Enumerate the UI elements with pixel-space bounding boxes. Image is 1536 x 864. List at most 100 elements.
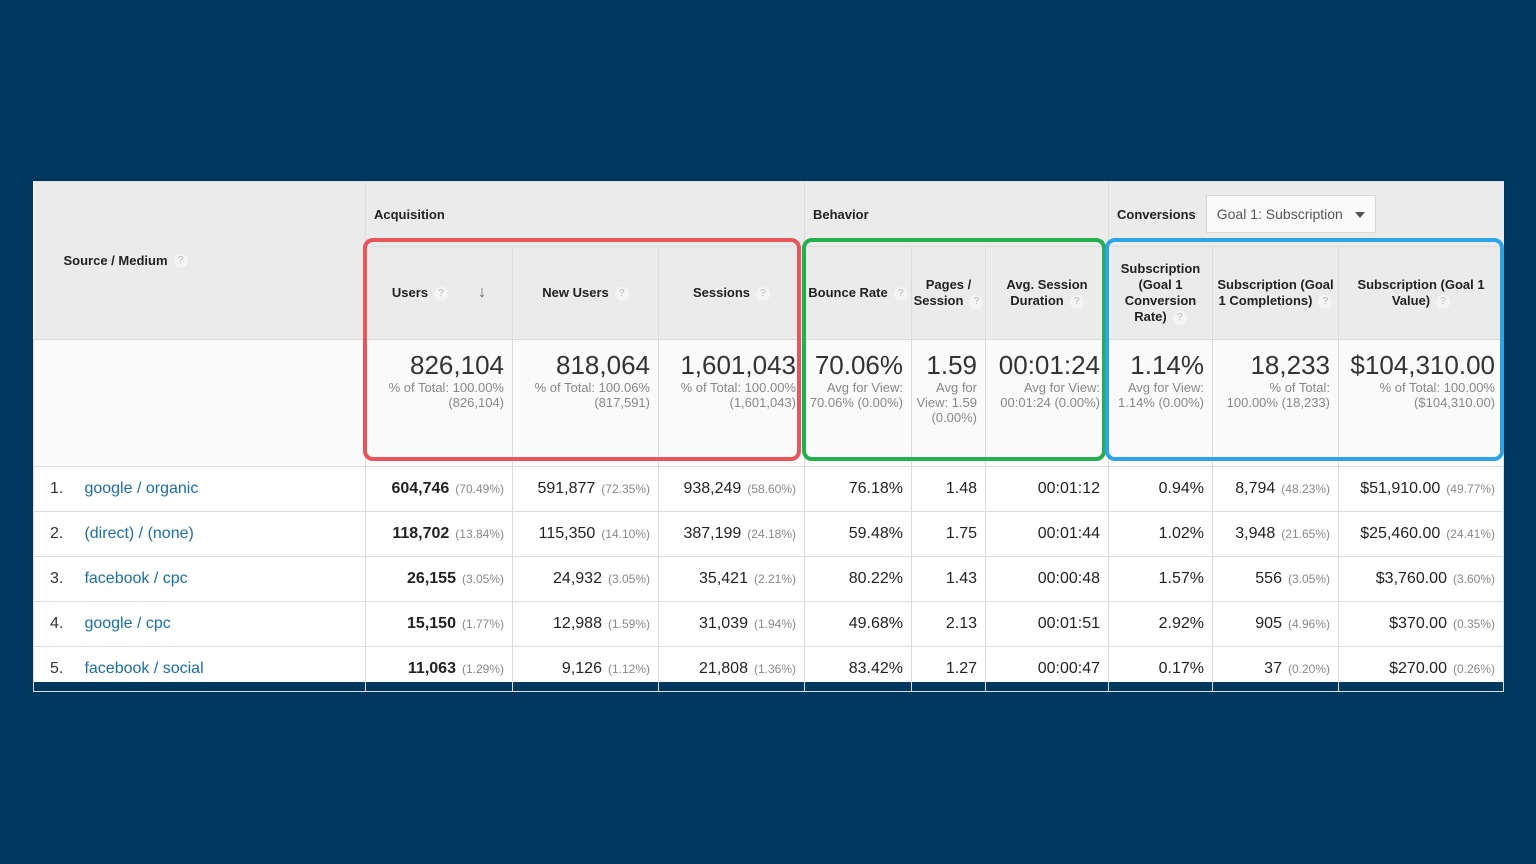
totals-label-cell: [33, 339, 366, 467]
column-header[interactable]: Pages / Session?: [911, 246, 986, 340]
help-icon[interactable]: ?: [1172, 310, 1187, 325]
total-value: 1.14%: [1130, 350, 1204, 380]
bounce-cell: 76.18%: [804, 466, 912, 512]
column-label: Pages / Session: [913, 277, 972, 308]
column-header[interactable]: Subscription (Goal 1 Completions)?: [1212, 246, 1339, 340]
table-row: 3. facebook / cpc 26,155 (3.05%) 24,932 (3.0…: [33, 556, 1504, 602]
bounce-value: 49.68%: [848, 615, 903, 632]
total-subtext: % of Total: 100.00% (18,233): [1226, 380, 1330, 410]
column-header[interactable]: Avg. Session Duration?: [985, 246, 1109, 340]
bounce-value: 76.18%: [848, 480, 903, 497]
sessions-value: 387,199: [683, 525, 742, 542]
goal-dropdown[interactable]: Goal 1: Subscription: [1205, 195, 1376, 233]
total-value: 1,601,043: [680, 350, 796, 380]
total-subtext: % of Total: 100.00% ($104,310.00): [1379, 380, 1495, 410]
value-value: $370.00: [1389, 615, 1447, 632]
help-icon[interactable]: ?: [756, 286, 771, 301]
compl-value: 37: [1264, 660, 1282, 677]
table-row: 1. google / organic 604,746 (70.49%) 591,87…: [33, 466, 1504, 512]
source-link[interactable]: facebook / cpc: [84, 570, 188, 587]
column-header[interactable]: Sessions?: [658, 246, 805, 340]
value-percent: (3.60%): [1452, 572, 1495, 586]
compl-value: 8,794: [1235, 480, 1276, 497]
pages-cell: 2.13: [911, 601, 986, 647]
column-header[interactable]: Bounce Rate?: [804, 246, 912, 340]
sessions-cell: 387,199 (24.18%): [658, 511, 805, 557]
source-link[interactable]: google / organic: [84, 480, 199, 497]
pages-value: 1.43: [945, 570, 977, 587]
bounce-value: 83.42%: [848, 660, 903, 677]
total-subtext: % of Total: 100.00% (826,104): [388, 380, 504, 410]
total-subtext: Avg for View: 70.06% (0.00%): [809, 380, 903, 410]
new_users-value: 115,350: [538, 525, 596, 542]
new_users-value: 24,932: [553, 570, 602, 587]
value-cell: $25,460.00 (24.41%): [1338, 511, 1504, 557]
new_users-cell: 115,350 (14.10%): [512, 511, 659, 557]
users-cell: 604,746 (70.49%): [365, 466, 513, 512]
users-cell: 118,702 (13.84%): [365, 511, 513, 557]
column-header[interactable]: New Users?: [512, 246, 659, 340]
help-icon[interactable]: ?: [434, 286, 449, 301]
total-value: 818,064: [556, 350, 650, 380]
duration-cell: 00:00:47: [985, 646, 1109, 692]
bounce-cell: 80.22%: [804, 556, 912, 602]
bounce-cell: 59.48%: [804, 511, 912, 557]
new_users-percent: (3.05%): [607, 572, 650, 586]
help-icon[interactable]: ?: [1318, 294, 1333, 309]
value-value: $51,910.00: [1360, 480, 1441, 497]
total-cell: 00:01:24 Avg for View: 00:01:24 (0.00%): [985, 339, 1109, 467]
table-row: 2. (direct) / (none) 118,702 (13.84%) 115,3…: [33, 511, 1504, 557]
source-medium-header[interactable]: Source / Medium?: [33, 181, 366, 340]
total-value: 826,104: [410, 350, 504, 380]
value-percent: (0.26%): [1452, 662, 1495, 676]
sessions-percent: (2.21%): [753, 572, 796, 586]
pages-cell: 1.27: [911, 646, 986, 692]
new_users-percent: (72.35%): [601, 482, 650, 496]
compl-cell: 556 (3.05%): [1212, 556, 1339, 602]
column-header[interactable]: Subscription (Goal 1 Conversion Rate)?: [1108, 246, 1213, 340]
compl-value: 556: [1255, 570, 1282, 587]
sessions-value: 21,808: [699, 660, 748, 677]
conv-value: 2.92%: [1158, 615, 1204, 632]
conv-cell: 0.17%: [1108, 646, 1213, 692]
column-header[interactable]: Subscription (Goal 1 Value)?: [1338, 246, 1504, 340]
pages-value: 1.75: [945, 525, 977, 542]
compl-cell: 3,948 (21.65%): [1212, 511, 1339, 557]
source-cell: 1. google / organic: [33, 466, 366, 512]
compl-percent: (0.20%): [1287, 662, 1330, 676]
pages-value: 1.48: [945, 480, 977, 497]
bounce-cell: 49.68%: [804, 601, 912, 647]
users-value: 26,155: [407, 570, 456, 587]
source-link[interactable]: facebook / social: [84, 660, 204, 677]
source-cell: 5. facebook / social: [33, 646, 366, 692]
compl-percent: (21.65%): [1281, 527, 1330, 541]
help-icon[interactable]: ?: [614, 286, 629, 301]
source-cell: 2. (direct) / (none): [33, 511, 366, 557]
users-cell: 26,155 (3.05%): [365, 556, 513, 602]
column-label: Bounce Rate: [808, 285, 888, 300]
users-percent: (3.05%): [461, 572, 504, 586]
compl-value: 905: [1255, 615, 1282, 632]
source-link[interactable]: google / cpc: [84, 615, 171, 632]
users-value: 15,150: [407, 615, 456, 632]
value-percent: (24.41%): [1446, 527, 1495, 541]
help-icon[interactable]: ?: [1069, 294, 1084, 309]
report-table: Source / Medium? Acquisition Behavior Co…: [33, 181, 1504, 692]
help-icon[interactable]: ?: [893, 286, 908, 301]
column-label: Subscription (Goal 1 Conversion Rate): [1120, 261, 1201, 324]
value-value: $270.00: [1389, 660, 1447, 677]
compl-cell: 8,794 (48.23%): [1212, 466, 1339, 512]
source-link[interactable]: (direct) / (none): [84, 525, 194, 542]
column-header[interactable]: Users? ↓: [365, 246, 513, 340]
value-percent: (49.77%): [1446, 482, 1495, 496]
help-icon[interactable]: ?: [1436, 294, 1451, 309]
column-label: Subscription (Goal 1 Completions): [1217, 277, 1334, 308]
help-icon[interactable]: ?: [969, 294, 984, 309]
sort-desc-icon[interactable]: ↓: [478, 284, 487, 301]
help-icon[interactable]: ?: [173, 254, 188, 269]
new_users-percent: (1.12%): [607, 662, 650, 676]
duration-value: 00:01:51: [1037, 615, 1100, 632]
users-cell: 15,150 (1.77%): [365, 601, 513, 647]
compl-percent: (48.23%): [1281, 482, 1330, 496]
value-value: $25,460.00: [1360, 525, 1441, 542]
